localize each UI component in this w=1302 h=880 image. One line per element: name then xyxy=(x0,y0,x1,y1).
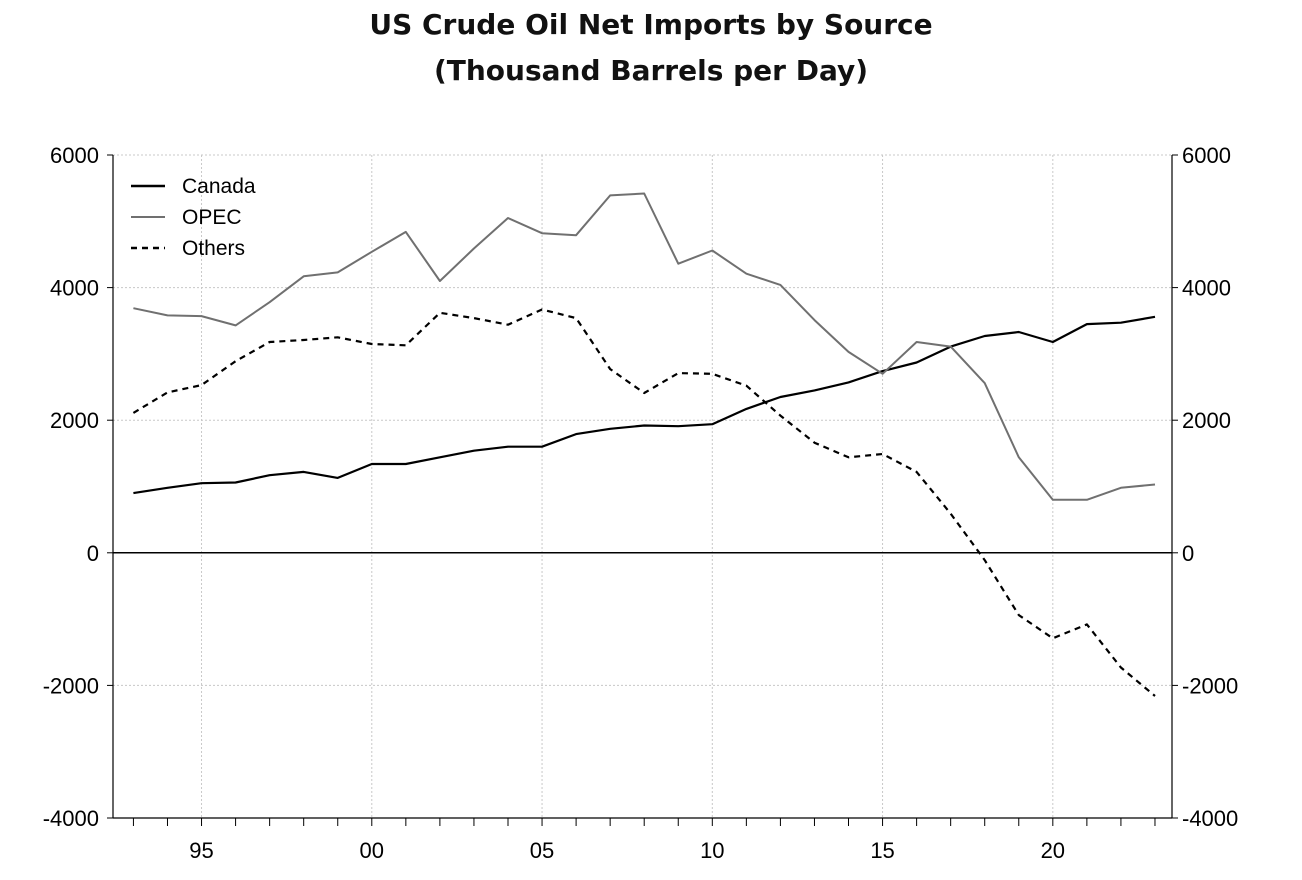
y-tick-label-right: 0 xyxy=(1182,541,1194,566)
chart-title: US Crude Oil Net Imports by Source xyxy=(369,8,933,41)
x-tick-label: 10 xyxy=(700,838,724,863)
y-tick-label-left: -4000 xyxy=(43,806,99,831)
chart-subtitle: (Thousand Barrels per Day) xyxy=(433,54,869,87)
y-tick-label-left: 4000 xyxy=(50,276,99,301)
x-tick-label: 00 xyxy=(360,838,384,863)
y-tick-label-right: 2000 xyxy=(1182,408,1231,433)
y-tick-label-right: 4000 xyxy=(1182,276,1231,301)
x-tick-label: 20 xyxy=(1041,838,1065,863)
series-line-others xyxy=(132,308,1156,697)
series-line-opec xyxy=(133,192,1156,501)
y-tick-label-left: 2000 xyxy=(50,408,99,433)
series-line-canada xyxy=(133,315,1156,495)
legend-label-others: Others xyxy=(182,237,245,260)
x-tick-label: 15 xyxy=(870,838,894,863)
y-tick-label-left: -2000 xyxy=(43,673,99,698)
x-tick-label: 05 xyxy=(530,838,554,863)
y-tick-label-left: 6000 xyxy=(50,143,99,168)
legend-label-canada: Canada xyxy=(182,175,256,198)
y-tick-label-right: -2000 xyxy=(1182,673,1238,698)
legend-label-opec: OPEC xyxy=(182,206,242,229)
y-tick-label-right: 6000 xyxy=(1182,143,1231,168)
x-tick-label: 95 xyxy=(189,838,213,863)
y-tick-label-right: -4000 xyxy=(1182,806,1238,831)
y-tick-label-left: 0 xyxy=(87,541,99,566)
